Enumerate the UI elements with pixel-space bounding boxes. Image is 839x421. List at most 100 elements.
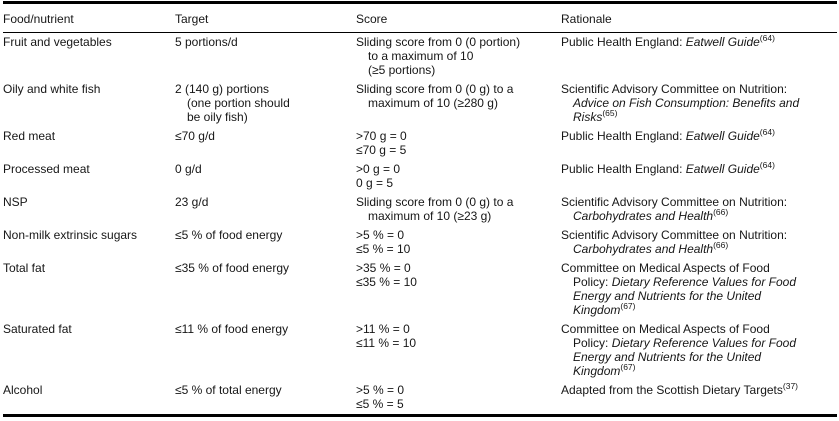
cell-target: 23 g/d [175,193,356,226]
text-segment: Advice on Fish Consumption: Benefits and [573,96,800,110]
cell-line: Adapted from the Scottish Dietary Target… [561,381,831,397]
text-segment: >5 % = 0 [356,383,405,397]
text-segment: Scientific Advisory Committee on Nutriti… [561,82,788,96]
text-segment: >35 % = 0 [356,261,411,275]
text-segment: Eatwell Guide [685,162,760,176]
cell-target: 5 portions/d [175,33,356,81]
text-segment: ≤5 % = 5 [356,397,404,411]
reference-superscript: (65) [602,108,618,118]
cell-line: Public Health England: Eatwell Guide(64) [561,34,831,49]
text-segment: Eatwell Guide [685,35,760,49]
nutrient-scoring-table: Food/nutrient Target Score Rationale Fru… [3,1,837,417]
cell-line: ≤5 % of food energy [175,228,350,242]
table-row: Fruit and vegetables 5 portions/d Sliding … [3,33,837,81]
text-segment: 2 (140 g) portions [175,82,270,96]
text-segment: >0 g = 0 [356,162,401,176]
cell-line: ≤70 g = 5 [356,143,555,157]
text-segment: ≤5 % = 10 [356,242,411,256]
cell-food: Total fat [3,261,46,275]
text-segment: Committee on Medical Aspects of Food [561,261,770,275]
cell-target: 0 g/d [175,160,356,193]
text-segment: >5 % = 0 [356,228,405,242]
cell-score: >5 % = 0 ≤5 % = 5 [356,381,561,416]
cell-score: >70 g = 0 ≤70 g = 5 [356,127,561,160]
cell-rationale: Public Health England: Eatwell Guide(64) [561,160,837,193]
cell-score: >35 % = 0 ≤35 % = 10 [356,259,561,320]
reference-superscript: (66) [713,240,729,250]
text-segment: ≤35 % = 10 [356,275,417,289]
cell-line: 23 g/d [175,195,350,209]
cell-line: to a maximum of 10 [356,49,555,63]
cell-rationale: Scientific Advisory Committee on Nutriti… [561,193,837,226]
cell-line: Policy: Dietary Reference Values for Foo… [561,275,831,289]
cell-line: >35 % = 0 [356,261,555,275]
text-segment: ≤35 % of food energy [175,261,289,275]
header-row: Food/nutrient Target Score Rationale [3,2,837,33]
cell-line: Energy and Nutrients for the United [561,350,831,364]
cell-score: Sliding score from 0 (0 g) to a maximum o… [356,80,561,127]
cell-line: >0 g = 0 [356,162,555,176]
text-segment: ≤5 % of total energy [175,383,282,397]
cell-line: Risks(65) [561,108,831,124]
text-segment: Adapted from the Scottish Dietary Target… [561,383,783,397]
text-segment: ≤11 % of food energy [175,322,289,336]
cell-target: ≤5 % of food energy [175,226,356,259]
cell-line: Energy and Nutrients for the United [561,289,831,303]
cell-line: maximum of 10 (≥280 g) [356,96,555,110]
cell-line: ≤5 % of total energy [175,383,350,397]
text-segment: maximum of 10 (≥280 g) [368,96,498,110]
cell-score: >11 % = 0 ≤11 % = 10 [356,320,561,381]
reference-superscript: (67) [620,301,636,311]
cell-line: 5 portions/d [175,35,350,49]
cell-target: ≤11 % of food energy [175,320,356,381]
cell-line: Policy: Dietary Reference Values for Foo… [561,336,831,350]
cell-line: ≤35 % of food energy [175,261,350,275]
cell-rationale: Public Health England: Eatwell Guide(64) [561,33,837,81]
cell-rationale: Committee on Medical Aspects of Food Poli… [561,320,837,381]
text-segment: Eatwell Guide [685,129,760,143]
col-header-target: Target [175,2,356,33]
cell-target: ≤35 % of food energy [175,259,356,320]
cell-line: Sliding score from 0 (0 g) to a [356,82,555,96]
cell-line: Public Health England: Eatwell Guide(64) [561,127,831,143]
cell-line: ≤11 % = 10 [356,336,555,350]
text-segment: Kingdom [573,364,621,378]
cell-rationale: Adapted from the Scottish Dietary Target… [561,381,837,416]
text-segment: be oily fish) [187,110,248,124]
cell-line: ≤35 % = 10 [356,275,555,289]
cell-score: Sliding score from 0 (0 g) to a maximum o… [356,193,561,226]
cell-line: ≤70 g/d [175,129,350,143]
text-segment: Policy: [573,336,612,350]
col-header-rationale: Rationale [561,2,837,33]
reference-superscript: (64) [759,127,775,137]
reference-superscript: (66) [713,207,729,217]
cell-line: Public Health England: Eatwell Guide(64) [561,161,831,176]
cell-line: Sliding score from 0 (0 portion) [356,35,555,49]
reference-superscript: (37) [782,381,799,391]
cell-rationale: Scientific Advisory Committee on Nutriti… [561,80,837,127]
text-segment: ≤11 % = 10 [356,336,417,350]
cell-line: Scientific Advisory Committee on Nutriti… [561,195,831,209]
text-segment: 5 portions/d [175,35,238,49]
text-segment: to a maximum of 10 [368,49,474,63]
cell-target: ≤5 % of total energy [175,381,356,416]
table-row: Alcohol ≤5 % of total energy >5 % = 0 ≤5 % … [3,381,837,416]
text-segment: ≤70 g/d [175,129,215,143]
cell-line: 2 (140 g) portions [175,82,350,96]
text-segment: Policy: [573,275,612,289]
cell-food: Red meat [3,129,56,143]
cell-food: Processed meat [3,162,90,176]
cell-line: >11 % = 0 [356,322,555,336]
cell-line: Committee on Medical Aspects of Food [561,322,831,336]
cell-target: 2 (140 g) portions (one portion should be … [175,80,356,127]
text-segment: 0 g/d [175,162,202,176]
cell-line: ≤5 % = 10 [356,242,555,256]
cell-line: Carbohydrates and Health(66) [561,207,831,223]
cell-food: Non-milk extrinsic sugars [3,228,138,242]
text-segment: >11 % = 0 [356,322,410,336]
cell-line: Committee on Medical Aspects of Food [561,261,831,275]
text-segment: Committee on Medical Aspects of Food [561,322,770,336]
text-segment: ≤5 % of food energy [175,228,283,242]
text-segment: (≥5 portions) [368,63,436,77]
